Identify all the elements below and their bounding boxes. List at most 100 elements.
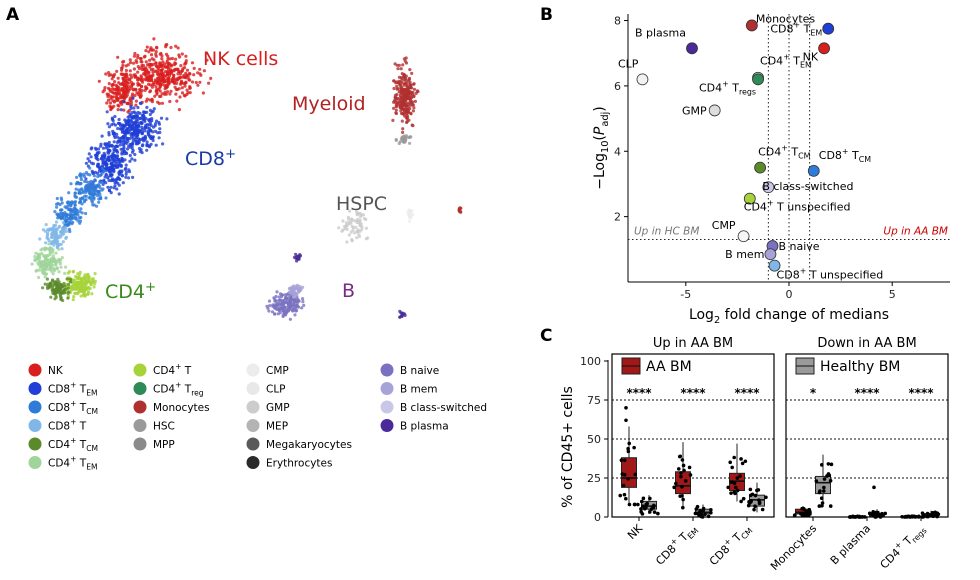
umap-cell-point bbox=[174, 44, 178, 48]
umap-cell-point bbox=[139, 101, 143, 106]
umap-cell-point bbox=[132, 54, 137, 58]
umap-label-hspc: HSPC bbox=[336, 193, 387, 215]
volcano-point-label: B mem bbox=[725, 248, 764, 261]
umap-cell-point bbox=[66, 282, 71, 287]
umap-cell-point bbox=[175, 87, 179, 92]
umap-cell-point bbox=[407, 96, 411, 100]
umap-cell-point bbox=[37, 260, 41, 264]
umap-cell-point bbox=[76, 219, 80, 223]
umap-cell-point bbox=[73, 207, 77, 211]
umap-cell-point bbox=[116, 108, 120, 112]
umap-cell-point bbox=[139, 75, 143, 79]
umap-cell-point bbox=[88, 166, 92, 170]
umap-cell-point bbox=[198, 67, 202, 71]
outlier-point bbox=[624, 418, 628, 423]
umap-cell-point bbox=[43, 229, 48, 233]
umap-cell-point bbox=[169, 45, 173, 50]
umap-cell-point bbox=[120, 72, 124, 77]
umap-cell-point bbox=[55, 288, 60, 292]
umap-cell-point bbox=[34, 269, 38, 273]
umap-cell-point bbox=[51, 259, 55, 264]
umap-cell-point bbox=[58, 230, 63, 234]
umap-cell-point bbox=[164, 84, 168, 88]
umap-cell-point bbox=[112, 170, 116, 174]
jitter-point bbox=[622, 492, 627, 497]
panel-letter-b: B bbox=[540, 5, 553, 25]
jitter-point bbox=[753, 504, 757, 509]
jitter-point bbox=[820, 501, 825, 505]
umap-cell-point bbox=[192, 73, 196, 77]
umap-cell-point bbox=[83, 179, 87, 183]
umap-cell-point bbox=[69, 277, 73, 281]
significance-label: **** bbox=[734, 386, 760, 400]
umap-cell-point bbox=[113, 135, 117, 140]
umap-cell-point bbox=[356, 229, 360, 233]
umap-cell-point bbox=[124, 172, 128, 176]
umap-cell-point bbox=[96, 158, 100, 162]
jitter-point bbox=[620, 472, 625, 476]
legend-label: GMP bbox=[266, 402, 290, 414]
umap-cell-point bbox=[154, 52, 158, 56]
umap-cell-point bbox=[98, 180, 102, 184]
umap-cell-point bbox=[411, 90, 415, 95]
umap-cell-point bbox=[46, 227, 50, 232]
umap-cell-point bbox=[130, 144, 134, 148]
umap-cell-point bbox=[92, 174, 96, 178]
umap-label-cd4: CD4+ bbox=[105, 280, 156, 303]
umap-cell-point bbox=[266, 306, 270, 310]
umap-cell-point bbox=[115, 149, 119, 153]
umap-cell-point bbox=[107, 140, 111, 145]
legend-label: B naive bbox=[400, 365, 439, 377]
umap-cell-point bbox=[122, 144, 126, 148]
umap-cell-point bbox=[406, 115, 410, 119]
umap-cell-point bbox=[164, 45, 168, 49]
umap-cell-point bbox=[408, 91, 412, 95]
umap-cell-point bbox=[395, 87, 399, 91]
umap-cell-point bbox=[55, 202, 59, 206]
umap-cell-point bbox=[176, 46, 180, 50]
umap-cell-point bbox=[39, 248, 43, 252]
c-x-tick-label: CD8+ TCM bbox=[706, 520, 755, 569]
umap-cell-point bbox=[115, 144, 119, 148]
legend-label: CD4+ Treg bbox=[153, 381, 204, 398]
umap-cell-point bbox=[169, 71, 173, 75]
umap-cell-point bbox=[109, 185, 113, 189]
umap-cell-point bbox=[147, 145, 151, 149]
umap-cell-point bbox=[120, 102, 124, 106]
umap-cell-point bbox=[130, 127, 134, 131]
umap-cell-point bbox=[63, 211, 67, 215]
umap-cell-point bbox=[72, 295, 76, 299]
umap-cell-point bbox=[48, 281, 53, 285]
umap-cell-point bbox=[175, 67, 179, 71]
umap-cell-point bbox=[150, 119, 154, 123]
umap-cell-point bbox=[64, 226, 68, 230]
umap-cell-point bbox=[190, 80, 195, 84]
jitter-point bbox=[732, 481, 737, 486]
volcano-point bbox=[818, 42, 830, 55]
umap-cell-point bbox=[138, 149, 142, 154]
umap-cell-point bbox=[76, 287, 80, 291]
umap-cell-point bbox=[134, 118, 138, 122]
umap-cell-point bbox=[104, 72, 108, 76]
umap-cell-point bbox=[106, 185, 110, 189]
umap-cell-point bbox=[117, 81, 121, 85]
umap-cell-point bbox=[285, 296, 289, 300]
umap-cell-point bbox=[45, 277, 50, 281]
umap-cell-point bbox=[51, 254, 55, 258]
jitter-point bbox=[633, 472, 638, 477]
umap-cell-point bbox=[113, 99, 118, 103]
umap-cell-point bbox=[175, 99, 179, 103]
umap-cell-point bbox=[100, 134, 104, 138]
umap-cell-point bbox=[147, 118, 151, 122]
significance-label: **** bbox=[908, 386, 934, 400]
umap-cell-point bbox=[116, 126, 120, 131]
significance-label: **** bbox=[626, 386, 652, 400]
jitter-point bbox=[819, 463, 824, 467]
umap-cell-point bbox=[273, 312, 277, 316]
umap-cell-point bbox=[301, 297, 305, 301]
umap-cell-point bbox=[123, 158, 127, 162]
umap-cell-point bbox=[60, 198, 64, 202]
umap-cell-point bbox=[136, 70, 140, 74]
volcano-point-label: Monocytes bbox=[756, 12, 816, 25]
volcano-point-label: NK bbox=[803, 50, 819, 63]
